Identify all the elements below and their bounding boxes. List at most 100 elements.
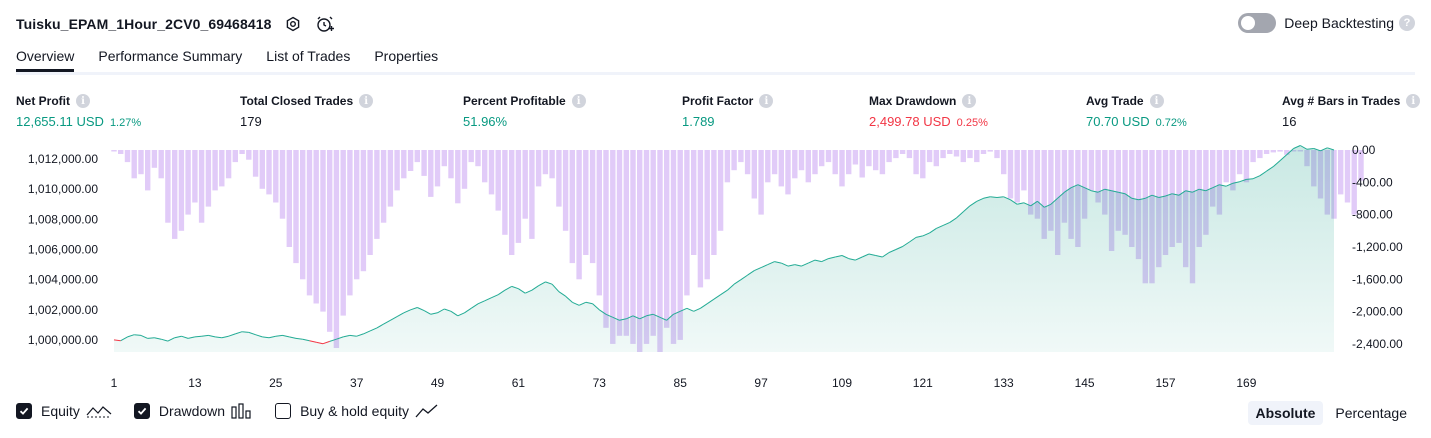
equity-line-segment <box>1313 148 1321 152</box>
drawdown-bar <box>711 150 717 255</box>
percentage-button[interactable]: Percentage <box>1335 405 1407 421</box>
info-icon[interactable]: i <box>76 94 90 108</box>
drawdown-bar <box>401 150 407 179</box>
equity-line-segment <box>174 335 182 339</box>
equity-line-segment <box>929 227 937 234</box>
drawdown-bar <box>158 150 164 179</box>
deep-backtesting-control: Deep Backtesting ? <box>1238 13 1415 33</box>
equity-line-segment <box>1124 193 1133 199</box>
drawdown-bar <box>509 150 515 255</box>
drawdown-bar <box>360 150 367 272</box>
y-left-tick-label: 1,004,000.00 <box>28 273 98 287</box>
stat-value: 16 <box>1282 114 1297 129</box>
equity-line-segment <box>1306 148 1314 150</box>
equity-line-segment <box>417 307 425 312</box>
equity-line-segment <box>383 319 391 325</box>
info-icon[interactable]: i <box>1406 94 1421 108</box>
drawdown-bar <box>589 150 596 264</box>
legend-buy-hold-equity[interactable]: Buy & hold equity <box>275 403 439 419</box>
equity-drawdown-chart[interactable]: 1,000,000.00 1,002,000.00 1,004,000.00 1,00… <box>0 138 1431 390</box>
equity-line-segment <box>646 313 654 317</box>
equity-line-segment <box>1023 202 1031 207</box>
equity-line-segment <box>599 309 607 315</box>
legend-drawdown[interactable]: Drawdown <box>133 403 253 419</box>
stat-percent: 0.25% <box>956 117 988 129</box>
drawdown-bar <box>819 150 825 167</box>
drawdown-bar <box>1014 150 1020 203</box>
info-icon[interactable]: i <box>359 94 374 108</box>
equity-line-segment <box>882 252 890 258</box>
buy-hold-checkbox[interactable] <box>275 403 292 419</box>
equity-line-segment <box>127 334 135 338</box>
equity-line-segment <box>861 253 870 258</box>
drawdown-bar <box>185 150 191 215</box>
drawdown-bar <box>771 150 778 175</box>
legend-label: Drawdown <box>158 403 226 419</box>
drawdown-bar <box>367 150 373 255</box>
equity-line-segment <box>835 255 843 258</box>
drawdown-bar <box>967 150 973 159</box>
equity-line-segment <box>349 334 357 337</box>
drawdown-checkbox[interactable] <box>133 403 150 419</box>
tabs-divider <box>16 72 1415 75</box>
drawdown-bar <box>138 150 144 175</box>
equity-line-segment <box>289 336 297 339</box>
drawdown-bar <box>899 150 906 154</box>
tab-performance-summary[interactable]: Performance Summary <box>98 48 243 64</box>
equity-line-segment <box>531 285 539 291</box>
add-alert-clock-icon[interactable] <box>314 13 336 35</box>
equity-line-segment <box>187 336 196 339</box>
drawdown-bar <box>1034 150 1041 219</box>
deep-backtesting-toggle[interactable] <box>1238 13 1277 33</box>
drawdown-bar <box>1338 150 1344 195</box>
equity-line-segment <box>1259 170 1267 177</box>
drawdown-bar <box>529 150 535 239</box>
tab-properties[interactable]: Properties <box>374 48 439 64</box>
tab-list-of-trades[interactable]: List of Trades <box>266 48 351 64</box>
equity-line-segment <box>518 288 526 294</box>
drawdown-bar <box>118 150 124 154</box>
y-right-tick-label: -2,400.00 <box>1352 337 1403 351</box>
equity-line-segment <box>444 308 452 312</box>
equity-line-segment <box>1118 191 1126 195</box>
info-icon[interactable]: i <box>1149 94 1164 108</box>
equity-line-segment <box>909 236 917 243</box>
drawdown-bar <box>913 150 919 175</box>
equity-line-segment <box>1199 188 1207 192</box>
help-icon[interactable]: ? <box>1399 15 1415 31</box>
equity-line-segment <box>1293 145 1301 149</box>
drawdown-bar <box>717 150 724 231</box>
drawdown-bar <box>306 150 313 296</box>
equity-line-segment <box>1266 166 1274 172</box>
absolute-button[interactable]: Absolute <box>1247 401 1324 425</box>
drawdown-bar <box>569 150 575 264</box>
legend-equity[interactable]: Equity <box>16 403 112 419</box>
equity-checkbox[interactable] <box>16 403 32 419</box>
settings-icon[interactable] <box>282 13 304 35</box>
equity-line-segment <box>363 330 371 335</box>
drawdown-bar <box>812 150 818 175</box>
equity-line-segment <box>316 341 324 345</box>
drawdown-bar <box>980 150 987 154</box>
scale-switch: Absolute Percentage <box>1244 401 1416 425</box>
equity-line-segment <box>740 274 748 281</box>
equity-line-segment <box>727 283 735 291</box>
equity-line-segment <box>572 301 580 306</box>
equity-line-segment <box>1104 188 1112 192</box>
equity-line-segment <box>990 196 998 198</box>
stat-label: Total Closed Trades <box>240 94 354 108</box>
x-tick-label: 37 <box>350 376 364 390</box>
drawdown-bar <box>691 150 697 255</box>
equity-line-segment <box>733 279 742 285</box>
stat-profit-factor: Profit Factor i 1.789 <box>682 94 774 129</box>
info-icon[interactable]: i <box>759 94 774 108</box>
equity-line-segment <box>242 331 249 333</box>
drawdown-bar <box>637 150 643 352</box>
equity-line-segment <box>167 337 175 342</box>
tab-overview[interactable]: Overview <box>16 48 75 72</box>
equity-line-segment <box>1097 188 1106 193</box>
equity-line-segment <box>390 316 398 321</box>
info-icon[interactable]: i <box>571 94 586 108</box>
drawdown-bar <box>1001 150 1007 175</box>
info-icon[interactable]: i <box>962 94 977 108</box>
